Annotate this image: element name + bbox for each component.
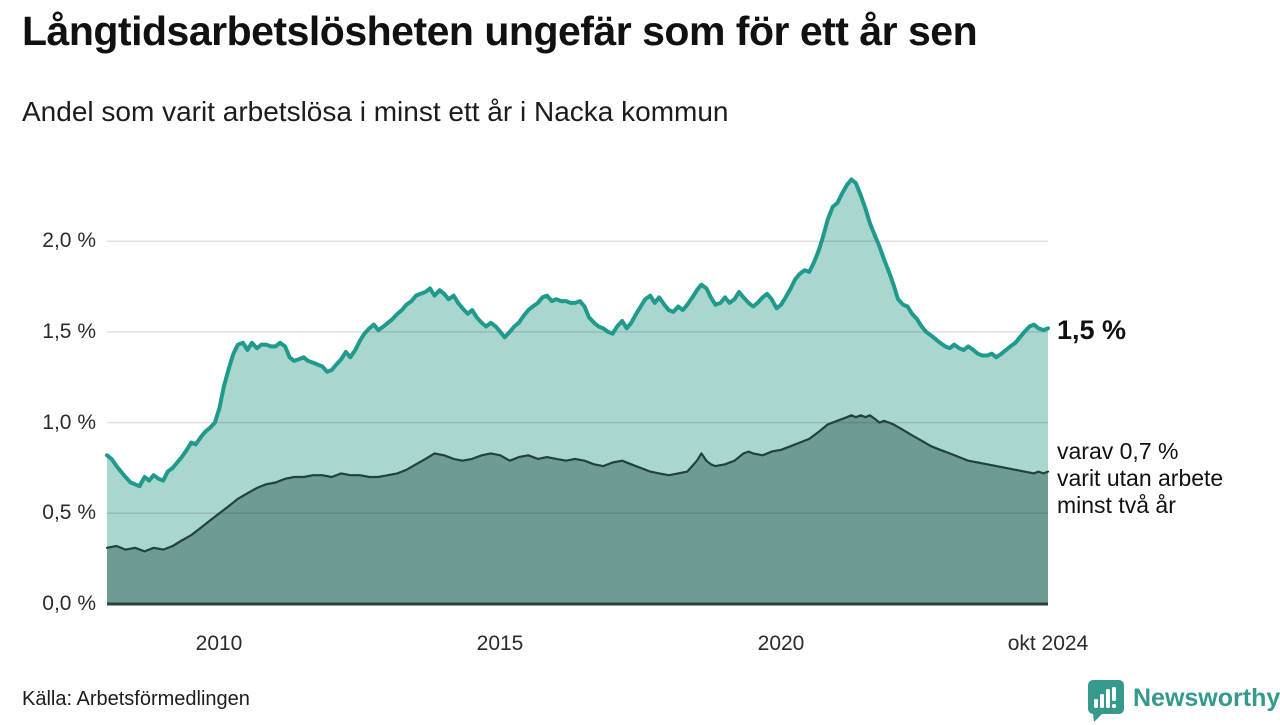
y-axis-tick-label: 0,0 %	[42, 592, 96, 615]
page-title: Långtidsarbetslösheten ungefär som för e…	[22, 8, 978, 54]
series-line-min-two-years	[105, 414, 1050, 553]
newsworthy-logo: Newsworthy	[1085, 679, 1280, 723]
x-axis-tick-label: 2020	[757, 632, 805, 655]
series-line-min-one-year	[105, 177, 1050, 489]
source-credit: Källa: Arbetsförmedlingen	[22, 688, 250, 710]
chart-subtitle: Andel som varit arbetslösa i minst ett å…	[22, 96, 729, 127]
secondary-annotation-line3: minst två år	[1057, 492, 1176, 518]
secondary-annotation-line2: varit utan arbete	[1057, 465, 1224, 491]
y-axis-tick-label: 1,0 %	[42, 411, 96, 434]
newsworthy-wordmark: Newsworthy	[1133, 684, 1280, 712]
x-axis-tick-label: 2010	[195, 632, 243, 655]
newsworthy-bubble-chart-icon	[1088, 680, 1124, 722]
secondary-series-annotation: varav 0,7 % varit utan arbete minst två …	[1057, 438, 1223, 519]
x-axis-tick-label: okt 2024	[1007, 632, 1089, 655]
y-axis-tick-label: 2,0 %	[42, 229, 96, 252]
x-axis-tick-label: 2015	[476, 632, 524, 655]
y-axis-tick-label: 0,5 %	[42, 501, 96, 524]
series-area-min-two-years	[107, 415, 1048, 604]
secondary-annotation-line1: varav 0,7 %	[1057, 438, 1179, 464]
latest-value-label: 1,5 %	[1057, 315, 1127, 345]
y-axis-tick-label: 1,5 %	[42, 320, 96, 343]
